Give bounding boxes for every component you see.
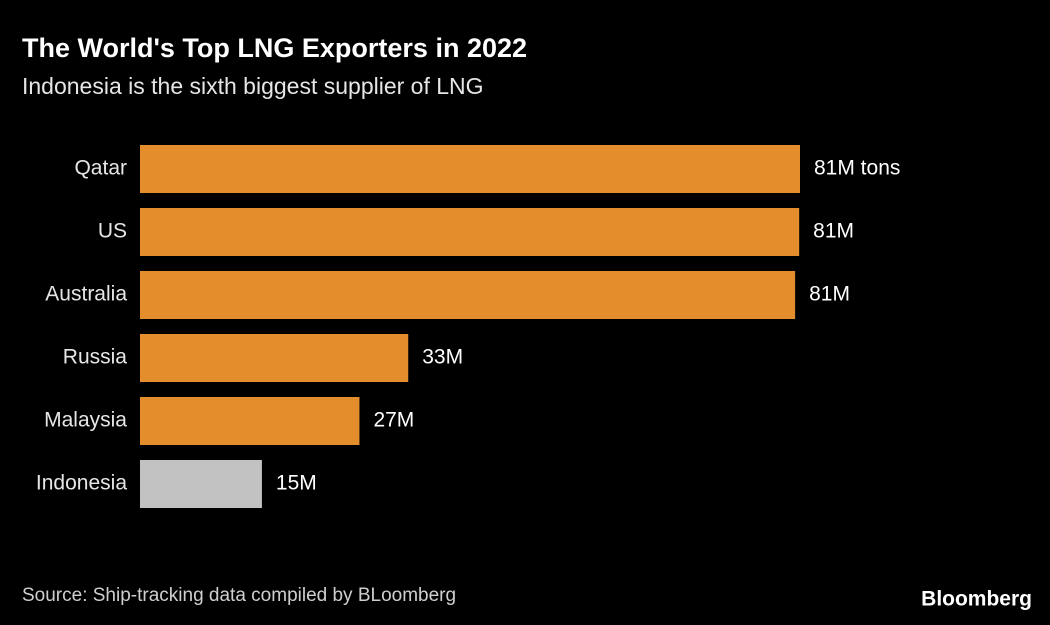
- value-label: 81M: [813, 220, 854, 243]
- brand-logo: Bloomberg: [921, 588, 1032, 611]
- category-label: Qatar: [74, 157, 127, 180]
- bar: [140, 397, 360, 445]
- bar: [140, 460, 262, 508]
- bar: [140, 334, 409, 382]
- chart-subtitle: Indonesia is the sixth biggest supplier …: [22, 73, 484, 99]
- category-label: Malaysia: [44, 409, 127, 432]
- bar: [140, 208, 800, 256]
- category-label: Indonesia: [36, 472, 127, 495]
- bar: [140, 271, 796, 319]
- value-label: 81M: [809, 283, 850, 306]
- value-label: 27M: [373, 409, 414, 432]
- value-label: 33M: [422, 346, 463, 369]
- source-note: Source: Ship-tracking data compiled by B…: [22, 585, 456, 606]
- value-label: 15M: [276, 472, 317, 495]
- value-label: 81M tons: [814, 157, 900, 180]
- bar: [140, 145, 800, 193]
- category-label: Russia: [63, 346, 128, 369]
- category-label: Australia: [45, 283, 127, 306]
- chart-title: The World's Top LNG Exporters in 2022: [22, 33, 527, 63]
- category-label: US: [98, 220, 127, 243]
